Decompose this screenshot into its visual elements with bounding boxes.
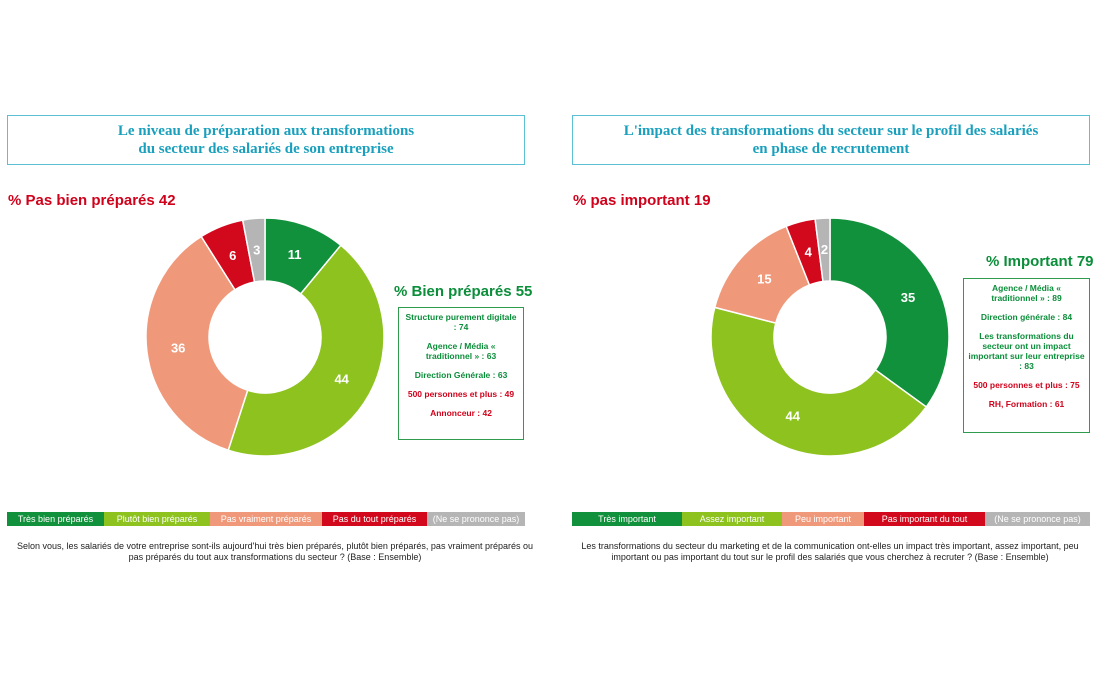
donut-slice [145,235,249,452]
chart-legend: Très important Assez important Peu importa… [572,512,1090,526]
legend-item: (Ne se prononce pas) [985,512,1090,526]
slice-value-label: 44 [334,372,349,387]
donut-slice [814,217,831,283]
callout-item: Les transformations du secteur ont un im… [968,331,1085,371]
slice-value-label: 4 [805,245,813,260]
survey-question: Les transformations du secteur du market… [581,541,1079,562]
legend-item: Pas du tout préparés [322,512,427,526]
chart-legend: Très bien préparés Plutôt bien préparés Pa… [7,512,525,526]
slice-value-label: 11 [288,247,302,262]
segment-callout-box: Agence / Média « traditionnel » : 89 Dire… [963,278,1090,433]
positive-summary-label: % Bien préparés 55 [394,283,533,300]
slice-value-label: 3 [253,242,260,257]
chart-panel-impact: L'impact des transformations du secteur … [550,0,1100,681]
slice-value-label: 44 [786,409,801,424]
chart-title-line: L'impact des transformations du secteur … [623,123,1039,139]
callout-item: Direction générale : 84 [980,312,1073,322]
chart-title-line: en phase de recrutement [752,141,910,157]
callout-item: Structure purement digitale : 74 [405,312,517,332]
donut-slice [227,244,385,457]
legend-item: Plutôt bien préparés [104,512,210,526]
survey-question: Selon vous, les salariés de votre entrep… [16,541,533,562]
positive-summary-label: % Important 79 [986,253,1094,270]
legend-item: Très bien préparés [7,512,104,526]
callout-item: 500 personnes et plus : 75 [973,380,1080,390]
legend-item: Peu important [782,512,864,526]
donut-chart: 11 44 36 6 3 [145,217,385,457]
legend-item: Assez important [682,512,782,526]
callout-item: Agence / Média « traditionnel » : 89 [991,283,1062,303]
slice-value-label: 15 [757,272,771,287]
chart-title-line: du secteur des salariés de son entrepris… [138,141,394,157]
chart-title: L'impact des transformations du secteur … [572,115,1090,165]
callout-item: Direction Générale : 63 [414,370,508,380]
donut-slice [829,217,950,408]
donut-slice [710,306,928,457]
legend-item: Pas vraiment préparés [210,512,322,526]
chart-panel-preparation: Le niveau de préparation aux transformat… [7,115,533,562]
legend-item: Pas important du tout [864,512,985,526]
callout-item: Agence / Média « traditionnel » : 63 [425,341,497,361]
slice-value-label: 6 [229,248,236,263]
chart-title: Le niveau de préparation aux transformat… [7,115,525,165]
donut-slice [241,217,266,283]
slice-value-label: 35 [901,290,915,305]
negative-summary-label: % pas important 19 [573,192,711,209]
chart-title-line: Le niveau de préparation aux transformat… [117,123,415,139]
callout-item: 500 personnes et plus : 49 [407,389,515,399]
slice-value-label: 2 [821,242,828,257]
callout-item: RH, Formation : 61 [988,399,1065,409]
callout-item: Annonceur : 42 [430,408,492,418]
legend-item: Très important [572,512,682,526]
segment-callout-box: Structure purement digitale : 74 Agence /… [398,307,524,440]
legend-item: (Ne se prononce pas) [427,512,525,526]
donut-chart: 35 44 15 4 2 [710,217,950,457]
negative-summary-label: % Pas bien préparés 42 [8,192,176,209]
slice-value-label: 36 [171,340,185,355]
